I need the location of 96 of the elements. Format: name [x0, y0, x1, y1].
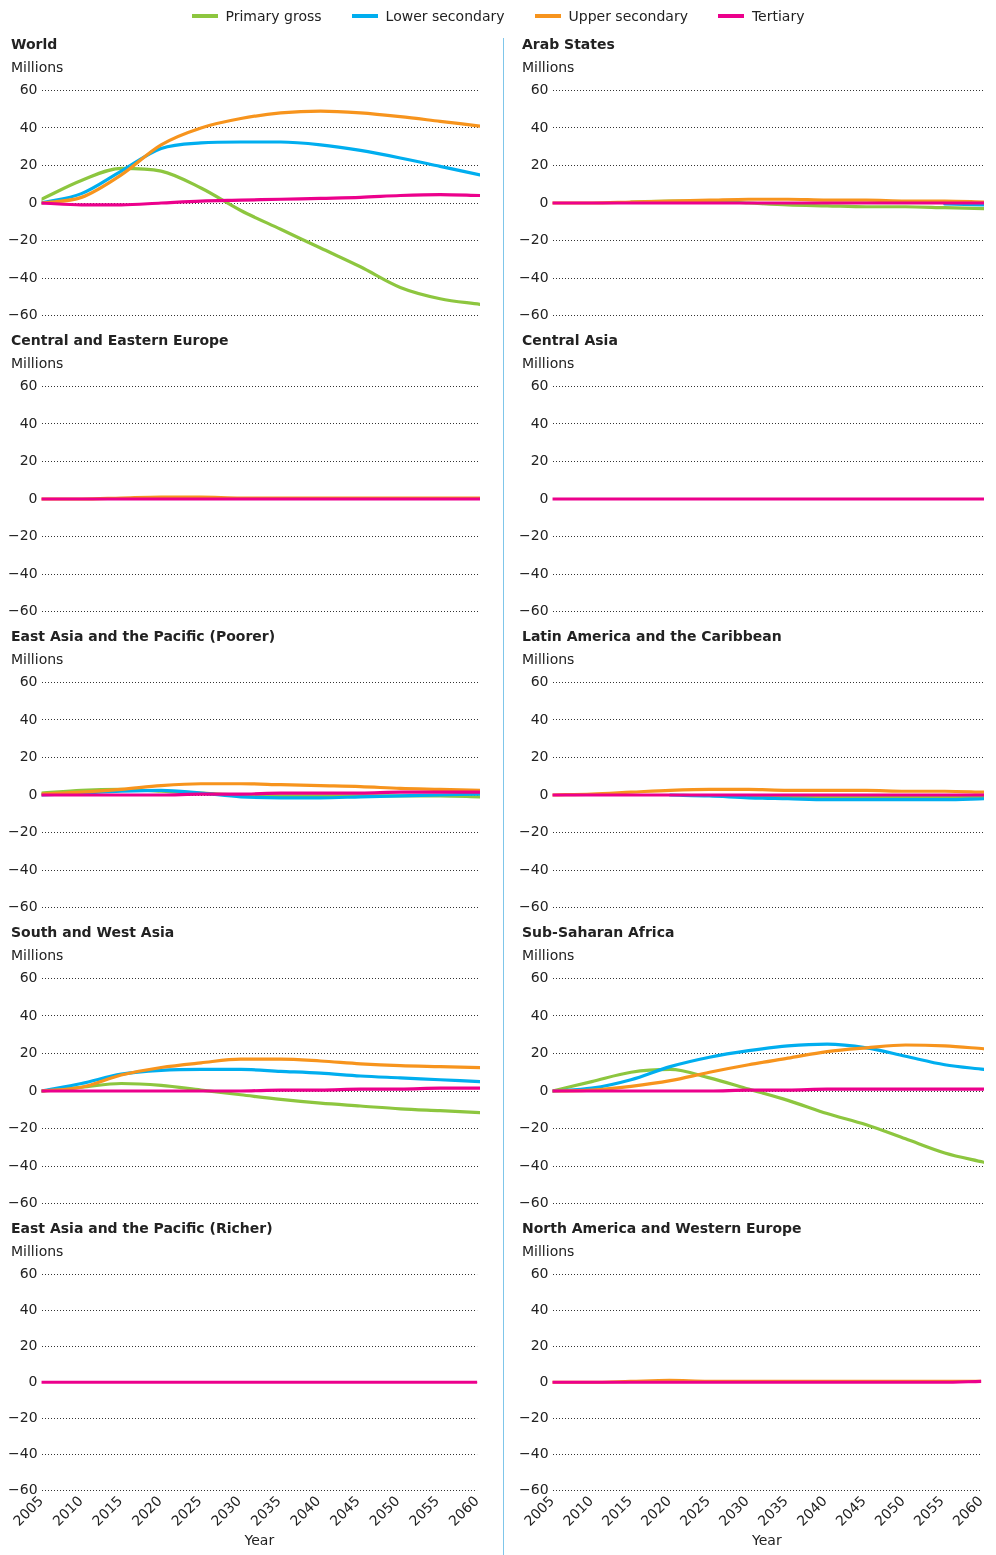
- y-tick-label: 20: [19, 452, 38, 469]
- y-tick-label: 0: [539, 489, 549, 506]
- y-tick-label: 0: [28, 1372, 38, 1389]
- y-tick-label: 20: [530, 452, 549, 469]
- y-tick-label: 0: [539, 193, 549, 210]
- y-tick-label: 0: [539, 1372, 549, 1389]
- y-tick-label: 60: [19, 673, 38, 690]
- y-tick-label: −40: [519, 1444, 549, 1461]
- y-tick-label: −40: [519, 1156, 549, 1173]
- y-tick-label: −40: [8, 1444, 38, 1461]
- y-tick-label: −60: [8, 1194, 38, 1211]
- y-tick-label: 20: [19, 748, 38, 765]
- y-tick-label: 60: [19, 969, 38, 986]
- y-tick-label: 40: [19, 118, 38, 135]
- chart-title: East Asia and the Pacific (Poorer): [10, 627, 277, 646]
- y-tick-label: 20: [530, 156, 549, 173]
- chart-title: Arab States: [521, 35, 616, 54]
- y-tick-label: −20: [8, 527, 38, 544]
- y-tick-label: 0: [539, 1081, 549, 1098]
- y-tick-label: 20: [19, 1336, 38, 1353]
- y-tick-label: 40: [530, 1301, 549, 1317]
- y-tick-label: 60: [530, 377, 549, 394]
- y-tick-label: −60: [519, 1480, 549, 1497]
- y-tick-label: 20: [530, 748, 549, 765]
- y-axis-title: Millions: [10, 354, 65, 373]
- y-tick-label: −20: [519, 1119, 549, 1136]
- y-tick-label: 0: [28, 785, 38, 802]
- legend-label: Upper secondary: [568, 8, 688, 24]
- y-axis-title: Millions: [521, 58, 576, 77]
- y-tick-label: −20: [8, 231, 38, 248]
- y-tick-label: 0: [539, 785, 549, 802]
- y-tick-label: −40: [8, 564, 38, 581]
- y-tick-label: −20: [519, 231, 549, 248]
- y-tick-label: 40: [530, 710, 549, 727]
- y-tick-label: 60: [19, 377, 38, 394]
- y-tick-label: −60: [8, 602, 38, 619]
- y-tick-label: 20: [19, 156, 38, 173]
- y-tick-label: 20: [530, 1336, 549, 1353]
- y-tick-label: 60: [530, 81, 549, 98]
- chart-title: World: [10, 35, 59, 54]
- y-tick-label: −20: [8, 823, 38, 840]
- chart-title: South and West Asia: [10, 923, 176, 942]
- y-tick-label: 60: [530, 1265, 549, 1282]
- y-tick-label: 20: [19, 1044, 38, 1061]
- y-tick-label: −60: [519, 898, 549, 915]
- y-tick-label: −20: [8, 1119, 38, 1136]
- chart-title: Latin America and the Caribbean: [521, 627, 783, 646]
- y-tick-label: −40: [8, 860, 38, 877]
- legend-label: Lower secondary: [385, 8, 505, 24]
- y-tick-label: −40: [519, 860, 549, 877]
- y-tick-label: 40: [530, 1006, 549, 1023]
- y-tick-label: −60: [8, 306, 38, 323]
- y-axis-title: Millions: [521, 946, 576, 965]
- chart-title: East Asia and the Pacific (Richer): [10, 1219, 274, 1238]
- x-axis-title: Year: [243, 1532, 275, 1549]
- y-axis-title: Millions: [10, 58, 65, 77]
- y-tick-label: 60: [530, 969, 549, 986]
- chart-title: North America and Western Europe: [521, 1219, 803, 1238]
- y-axis-title: Millions: [521, 650, 576, 669]
- y-tick-label: −40: [519, 564, 549, 581]
- legend-label: Tertiary: [751, 8, 805, 24]
- y-tick-label: −20: [519, 1408, 549, 1425]
- y-tick-label: 0: [28, 193, 38, 210]
- y-tick-label: 60: [530, 673, 549, 690]
- y-tick-label: 40: [19, 1006, 38, 1023]
- y-tick-label: −60: [519, 306, 549, 323]
- y-tick-label: −40: [8, 268, 38, 285]
- y-tick-label: −20: [519, 527, 549, 544]
- y-axis-title: Millions: [521, 354, 576, 373]
- legend-label: Primary gross: [225, 8, 322, 24]
- y-tick-label: −20: [519, 823, 549, 840]
- chart-title: Sub-Saharan Africa: [521, 923, 676, 942]
- y-tick-label: −40: [519, 268, 549, 285]
- y-tick-label: 0: [28, 489, 38, 506]
- y-tick-label: 40: [530, 118, 549, 135]
- y-axis-title: Millions: [10, 1242, 65, 1261]
- y-tick-label: 40: [19, 710, 38, 727]
- y-tick-label: 60: [19, 81, 38, 98]
- y-tick-label: −60: [519, 602, 549, 619]
- y-tick-label: 40: [19, 1301, 38, 1317]
- chart-title: Central Asia: [521, 331, 619, 350]
- y-tick-label: 40: [530, 414, 549, 431]
- chart-title: Central and Eastern Europe: [10, 331, 230, 350]
- y-tick-label: 0: [28, 1081, 38, 1098]
- y-tick-label: −60: [8, 1480, 38, 1497]
- y-tick-label: −60: [519, 1194, 549, 1211]
- y-tick-label: −20: [8, 1408, 38, 1425]
- y-axis-title: Millions: [521, 1242, 576, 1261]
- x-axis-title: Year: [751, 1532, 782, 1549]
- y-tick-label: 60: [19, 1265, 38, 1282]
- y-axis-title: Millions: [10, 650, 65, 669]
- y-axis-title: Millions: [10, 946, 65, 965]
- y-tick-label: −60: [8, 898, 38, 915]
- y-tick-label: 20: [530, 1044, 549, 1061]
- y-tick-label: −40: [8, 1156, 38, 1173]
- y-tick-label: 40: [19, 414, 38, 431]
